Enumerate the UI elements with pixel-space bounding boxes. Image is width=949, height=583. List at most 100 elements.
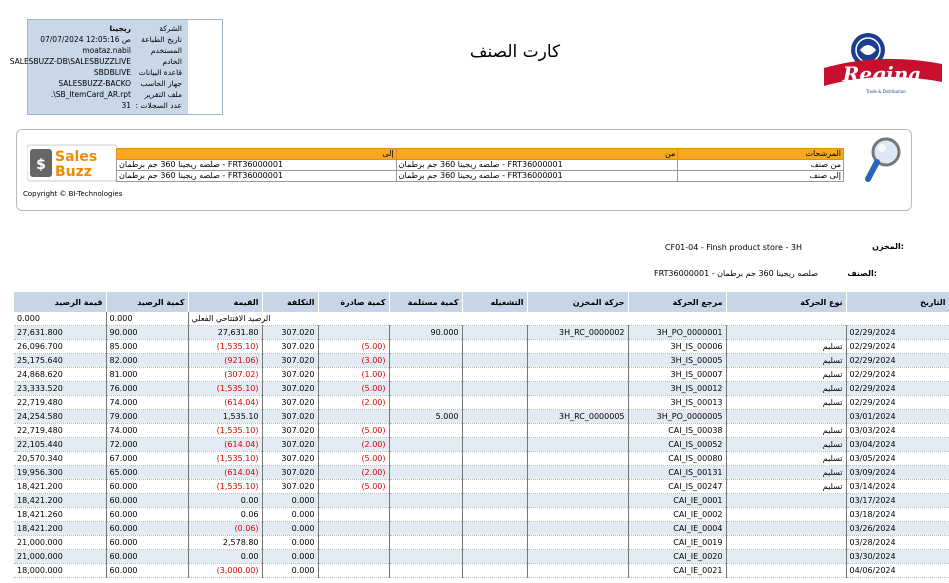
table-row: 21,000.000 60.000 0.00 0.000 CAI_IE_0020 03/3… (14, 549, 949, 564)
salesbuzz-logo: $ Sales Buzz (26, 143, 118, 183)
report-info-value: moataz.nabil (82, 46, 131, 55)
table-row: 21,000.000 60.000 2,578.80 0.000 CAI_IE_0019… (14, 535, 949, 550)
table-cell (462, 549, 528, 564)
table-cell: 3H_RC_0000002 (527, 325, 629, 340)
column-header: القيمة (188, 292, 263, 312)
table-cell: 03/30/2024 (846, 549, 949, 564)
table-cell: 24,868.620 (14, 367, 107, 382)
table-cell (527, 451, 629, 466)
table-cell (462, 437, 528, 452)
table-row: 23,333.520 76.000 (1,535.10) 307.020 (5.00) 3… (14, 381, 949, 396)
report-info-value: 07/07/2024 12:05:16 ص (40, 35, 131, 44)
table-cell (462, 423, 528, 438)
table-cell: CAI_IE_0020 (628, 549, 727, 564)
filter-to-value: صلصه ريجينا 360 جم برطمان - FRT36000001 (116, 170, 397, 182)
table-cell (389, 381, 463, 396)
item-card-table: قيمة الرصيد كمية الرصيد القيمة التكلفة كمية … (14, 292, 949, 578)
table-cell (462, 493, 528, 508)
table-row: 27,631.800 90.000 27,631.80 307.020 90.000 3H… (14, 325, 949, 340)
column-header: التكلفة (262, 292, 319, 312)
report-info-panel: الشركة ريجينا تاريخ الطباعة 07/07/2024 12:0… (10, 20, 188, 114)
table-cell: 307.020 (262, 325, 319, 340)
table-cell: 3H_IS_00013 (628, 395, 727, 410)
report-info-box: الشركة ريجينا تاريخ الطباعة 07/07/2024 12:0… (10, 19, 223, 115)
table-cell (318, 409, 390, 424)
table-cell: CAI_IE_0019 (628, 535, 727, 550)
table-row: 22,719.480 74.000 (614.04) 307.020 (2.00) 3H_… (14, 395, 949, 410)
table-cell: 76.000 (106, 381, 189, 396)
table-cell (527, 339, 629, 354)
table-cell (462, 381, 528, 396)
magnifier-icon (864, 135, 904, 187)
item-label: الصنف: (847, 269, 877, 278)
report-info-row: الخادم SALESBUZZ-DB\SALESBUZZLIVE (10, 56, 188, 67)
report-info-row: المستخدم moataz.nabil (28, 45, 188, 56)
table-cell (726, 563, 847, 578)
table-cell: 02/29/2024 (846, 381, 949, 396)
table-cell: 21,000.000 (14, 549, 107, 564)
table-cell: 307.020 (262, 367, 319, 382)
column-header: مرجع الحركة (628, 292, 727, 312)
table-cell (527, 507, 629, 522)
filter-header-filters: المرشحات (677, 148, 844, 160)
table-cell: (3.00) (318, 353, 390, 368)
table-cell: تسليم (726, 381, 847, 396)
table-cell: 03/09/2024 (846, 465, 949, 480)
table-cell (527, 381, 629, 396)
report-info-label: جهاز الحاسب (140, 79, 182, 88)
table-cell: 65.000 (106, 465, 189, 480)
report-info-value: SALESBUZZ-DB\SALESBUZZLIVE (9, 57, 131, 66)
table-cell (389, 479, 463, 494)
table-cell: (1.00) (318, 367, 390, 382)
table-cell: CAI_IE_0021 (628, 563, 727, 578)
table-row: 22,105.440 72.000 (614.04) 307.020 (2.00) CAI… (14, 437, 949, 452)
table-cell: 60.000 (106, 493, 189, 508)
report-info-label: المستخدم (150, 46, 182, 55)
table-row: 18,421.260 60.000 0.06 0.000 CAI_IE_0002 03/1… (14, 507, 949, 522)
table-cell: تسليم (726, 353, 847, 368)
table-cell: 0.00 (188, 549, 263, 564)
table-cell (527, 367, 629, 382)
table-cell: CAI_IE_0001 (628, 493, 727, 508)
svg-text:Trade & Distribution: Trade & Distribution (865, 89, 906, 94)
table-cell: 5.000 (389, 409, 463, 424)
table-cell: (5.00) (318, 423, 390, 438)
table-cell (389, 353, 463, 368)
table-cell: 22,719.480 (14, 423, 107, 438)
table-cell: CAI_IS_00131 (628, 465, 727, 480)
filter-panel: $ Sales Buzz Copyright © BI-Technologies… (16, 129, 912, 211)
table-cell (462, 507, 528, 522)
table-cell: 60.000 (106, 549, 189, 564)
table-cell (389, 493, 463, 508)
report-info-label: قاعدة البيانات (138, 68, 182, 77)
filter-from-value: صلصه ريجينا 360 جم برطمان - FRT36000001 (395, 159, 679, 171)
table-cell: (1,535.10) (188, 423, 263, 438)
table-cell: 27,631.800 (14, 325, 107, 340)
table-cell: 81.000 (106, 367, 189, 382)
table-cell: 60.000 (106, 563, 189, 578)
table-cell: (5.00) (318, 479, 390, 494)
store-value: CF01-04 - Finsh product store - 3H (664, 243, 802, 252)
table-cell (462, 325, 528, 340)
table-cell (527, 549, 629, 564)
column-header: كمية صادرة (318, 292, 390, 312)
table-cell (462, 353, 528, 368)
table-cell: 03/01/2024 (846, 409, 949, 424)
table-cell: 0.06 (188, 507, 263, 522)
table-cell: تسليم (726, 437, 847, 452)
table-cell: 3H_PO_0000001 (628, 325, 727, 340)
svg-text:Buzz: Buzz (55, 164, 92, 180)
table-cell: 03/26/2024 (846, 521, 949, 536)
table-cell: 26,096.700 (14, 339, 107, 354)
column-header: نوع الحركة (726, 292, 847, 312)
table-cell: 25,175.640 (14, 353, 107, 368)
table-cell: تسليم (726, 465, 847, 480)
filter-name: من صنف (677, 159, 844, 171)
report-info-row: الشركة ريجينا (28, 23, 188, 34)
table-cell: الرصيد الافتتاحي الفعلي (188, 312, 949, 326)
table-cell (318, 507, 390, 522)
table-cell: (5.00) (318, 339, 390, 354)
table-cell: 23,333.520 (14, 381, 107, 396)
table-cell: 60.000 (106, 535, 189, 550)
table-cell: (307.02) (188, 367, 263, 382)
